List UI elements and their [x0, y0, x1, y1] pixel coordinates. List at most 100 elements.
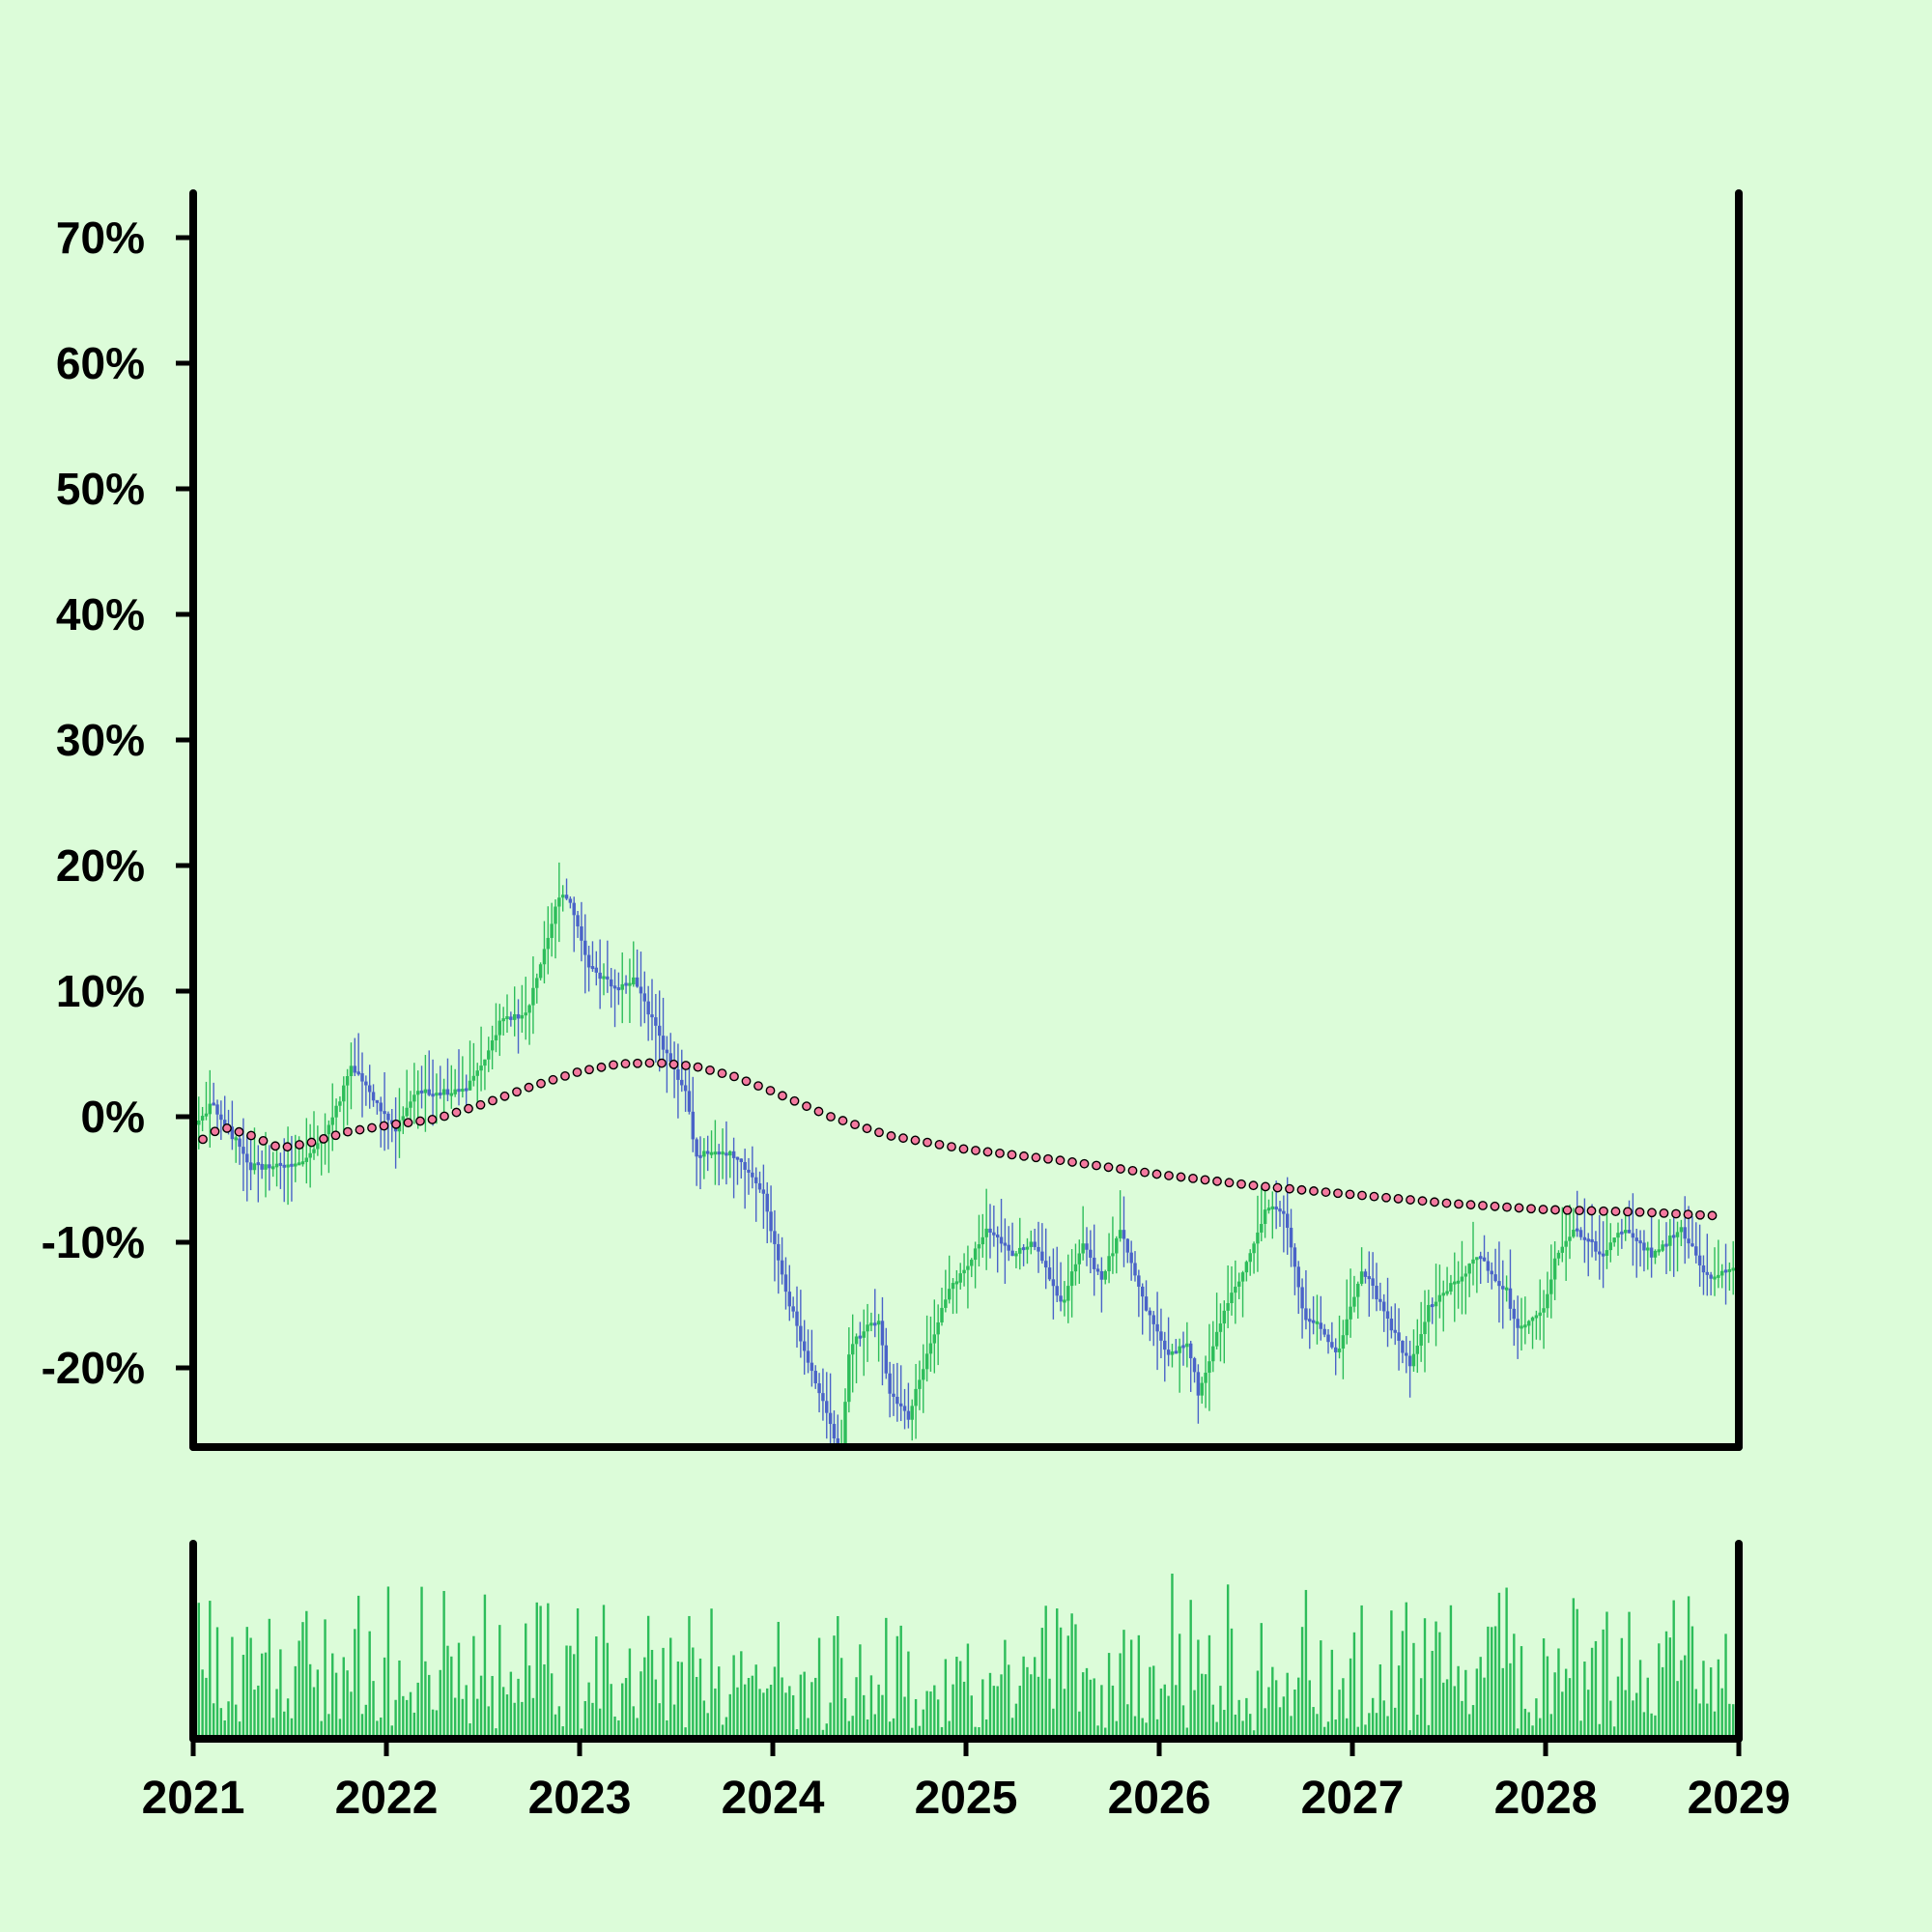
candle-body: [1188, 1343, 1193, 1359]
volume-bar: [1687, 1596, 1690, 1739]
volume-bar: [650, 1649, 654, 1739]
volume-bar: [1658, 1643, 1661, 1739]
candle-body: [1512, 1308, 1517, 1320]
candle-body: [813, 1371, 817, 1383]
candle-body: [958, 1273, 962, 1283]
candle-body: [1723, 1269, 1728, 1273]
candle-body: [512, 1013, 517, 1020]
volume-bar: [249, 1637, 252, 1739]
volume-bar: [376, 1720, 379, 1739]
volume-bar: [1557, 1648, 1560, 1739]
candle-body: [761, 1189, 766, 1194]
volume-bar: [1684, 1655, 1687, 1739]
volume-bar: [245, 1627, 248, 1739]
candle-body: [200, 1116, 205, 1121]
volume-bar: [275, 1689, 278, 1739]
volume-bar: [936, 1699, 940, 1739]
volume-bar: [598, 1708, 602, 1739]
volume-bar: [1509, 1662, 1512, 1739]
trend-dot: [1623, 1207, 1633, 1217]
candle-body: [1155, 1323, 1159, 1332]
candle-body: [1586, 1238, 1590, 1242]
candle-body: [1007, 1244, 1010, 1251]
volume-bar: [1720, 1688, 1723, 1739]
candle-body: [594, 967, 599, 973]
trend-dot: [705, 1065, 715, 1075]
trend-dot: [947, 1142, 956, 1152]
candle-body: [1575, 1228, 1579, 1232]
volume-bar: [814, 1677, 817, 1739]
volume-bar: [1493, 1626, 1497, 1739]
candle-body: [698, 1154, 702, 1158]
candle-body: [290, 1163, 294, 1167]
volume-bar: [1256, 1670, 1260, 1739]
volume-bar: [1048, 1678, 1051, 1739]
volume-bar: [1542, 1638, 1546, 1739]
volume-bar: [970, 1695, 973, 1739]
candle-body: [1222, 1310, 1227, 1324]
candle-body: [1538, 1312, 1542, 1317]
trend-dot: [644, 1058, 655, 1068]
volume-bar: [1274, 1680, 1278, 1739]
candle-body: [1144, 1296, 1149, 1311]
volume-bar: [1642, 1712, 1646, 1739]
volume-bar: [714, 1688, 717, 1739]
candle-body: [747, 1169, 751, 1173]
x-tick-label: 2021: [142, 1773, 245, 1824]
trend-dot: [1212, 1176, 1222, 1186]
candle-body: [431, 1094, 435, 1097]
volume-bar: [996, 1686, 999, 1739]
volume-bar: [1445, 1679, 1449, 1739]
volume-bar: [1356, 1726, 1359, 1739]
candle-body: [494, 1035, 498, 1041]
candle-body: [1664, 1243, 1668, 1247]
volume-bar: [1089, 1679, 1093, 1739]
trend-dot: [1151, 1169, 1162, 1179]
volume-bar: [632, 1706, 635, 1739]
candle-body: [222, 1120, 227, 1125]
trend-dot: [826, 1112, 836, 1122]
candle-wicks-group: [194, 862, 1738, 1447]
volume-bar: [955, 1657, 958, 1739]
volume-bar: [988, 1672, 992, 1739]
trend-dot: [1393, 1194, 1404, 1204]
volume-bar: [892, 1718, 895, 1739]
candle-body: [795, 1311, 799, 1326]
volume-bar: [1271, 1666, 1274, 1739]
candle-body: [1627, 1230, 1632, 1234]
trend-dot: [475, 1099, 486, 1110]
candle-body: [1375, 1285, 1378, 1300]
volume-bar: [1527, 1712, 1530, 1739]
volume-bar: [268, 1618, 271, 1739]
candle-body: [1077, 1253, 1082, 1264]
candle-body: [966, 1265, 970, 1270]
volume-bar: [1234, 1714, 1237, 1739]
candle-body: [676, 1069, 680, 1080]
trend-dot: [789, 1095, 800, 1106]
candle-body: [230, 1126, 235, 1140]
candle-body: [427, 1089, 431, 1095]
trend-dot: [258, 1136, 269, 1146]
volume-bar: [885, 1617, 888, 1739]
candle-body: [360, 1073, 364, 1082]
volume-bar: [781, 1677, 783, 1739]
volume-bar: [843, 1698, 847, 1739]
candle-body: [1278, 1208, 1282, 1212]
candle-body: [1363, 1271, 1368, 1277]
volume-bar: [1728, 1703, 1731, 1739]
candle-body: [527, 1005, 531, 1013]
candle-body: [1449, 1283, 1453, 1293]
volume-bar: [762, 1692, 765, 1739]
trend-dot: [295, 1140, 304, 1150]
candle-body: [1118, 1230, 1122, 1238]
candle-bodies-group: [193, 895, 1739, 1447]
trend-dot: [1248, 1180, 1259, 1191]
candle-body: [1419, 1334, 1423, 1347]
candle-body: [769, 1211, 773, 1232]
volume-bar: [1694, 1689, 1697, 1739]
volume-bar: [1461, 1700, 1463, 1739]
candle-body: [654, 1017, 658, 1026]
candle-body: [260, 1163, 264, 1170]
volume-bar: [925, 1690, 928, 1739]
candle-body: [1516, 1319, 1520, 1328]
